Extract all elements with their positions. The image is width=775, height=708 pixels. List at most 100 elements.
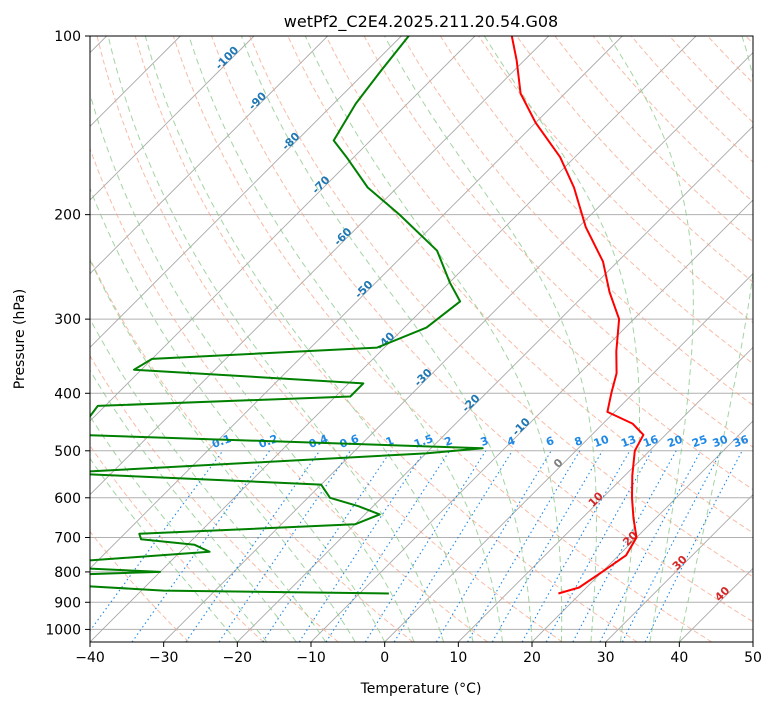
dry-adiabat-line [211,36,753,623]
moist-adiabat-line [678,36,753,642]
x-axis-ticks: −40 −30 −20 −10 0 10 20 30 40 50 [75,642,762,666]
mixing-ratio-line [364,450,487,642]
chart-title: wetPf2_C2E4.2025.211.20.54.G08 [284,12,558,32]
y-tick-label: 100 [54,29,81,45]
mixing-ratio-label: 0.6 [338,432,361,451]
isotherm-line [163,52,753,642]
mixing-ratio-line [218,450,351,642]
dry-adiabat-line [134,36,638,642]
moist-adiabat-line [240,36,533,642]
sounding-profiles [90,36,645,595]
dry-adiabat-line [90,147,488,642]
y-tick-label: 500 [54,444,81,460]
dry-adiabat-line [90,257,414,642]
plot-background [90,36,753,642]
dry-adiabat-line [516,36,753,283]
x-tick-label: 10 [449,650,467,666]
mixing-ratio-label: 25 [690,433,709,450]
moist-adiabats [90,36,753,642]
dewpoint-profile [90,36,484,595]
isotherm-line [90,36,549,496]
mixing-ratio-line [435,450,552,642]
temperature-profile [510,36,645,595]
mixing-ratio-label: 30 [711,433,730,451]
mixing-ratio-line [325,450,451,642]
x-tick-label: −40 [75,650,105,666]
mixing-ratio-label: 13 [619,433,638,450]
mixing-ratio-label: 16 [641,433,660,451]
isotherm-line [90,36,476,422]
x-tick-label: −20 [223,650,253,666]
isotherm-line [90,36,697,642]
mixing-ratio-label: 2 [443,434,455,449]
moist-adiabat-line [90,415,268,642]
moist-adiabat-line [304,36,563,642]
skewed-isotherms [90,36,753,642]
moist-adiabat-line [483,36,640,642]
dry-adiabat-line [172,36,712,642]
x-tick-label: 20 [523,650,541,666]
x-tick-label: 50 [744,650,762,666]
mixing-ratio-label: 36 [732,433,751,451]
mixing-ratio-label: 0.1 [210,432,233,451]
dry-adiabat-line [96,36,563,642]
mixing-ratio-line [599,450,702,642]
x-tick-label: −10 [296,650,326,666]
moist-adiabat-line [144,36,474,642]
plot-area: 0.1 0.2 0.4 0.6 1 1.5 2 3 4 6 8 10 13 16 20 25 30 36-100-… [90,36,753,642]
mixing-ratio-label: 10 [592,433,611,451]
mixing-ratio-line [467,450,581,642]
moist-adiabat-line [90,369,297,642]
mixing-ratio-label: 8 [573,434,585,449]
mixing-ratio-label: 3 [479,434,491,449]
x-tick-label: 0 [380,650,389,666]
isotherm-line [237,125,753,642]
moist-adiabat-line [188,36,503,642]
mixing-ratio-label: 1 [384,434,396,449]
dry-adiabat-line [90,530,190,642]
y-axis-ticks: 100 200 300 400 500 600 700 800 900 1000 [45,29,90,638]
mixing-ratio-line [572,450,677,642]
isotherm-line [90,36,402,348]
y-tick-label: 800 [54,565,81,581]
y-tick-label: 1000 [45,622,81,638]
x-axis-label: Temperature (°C) [360,681,482,697]
moist-adiabat-line [608,36,694,642]
dry-adiabat-line [401,36,753,406]
moist-adiabat-line [90,91,415,642]
mixing-ratio-line [298,450,426,642]
moist-adiabat-line [107,36,445,642]
mixing-ratio-line [262,450,392,642]
y-tick-label: 900 [54,595,81,611]
mixing-ratio-label: 0.4 [307,432,330,451]
moist-adiabat-line [90,457,238,642]
mixing-ratio-label: 20 [666,433,685,451]
y-tick-label: 400 [54,386,81,402]
x-tick-label: 40 [670,650,688,666]
moist-adiabat-line [90,318,327,642]
isotherm-line [90,36,328,275]
dry-adiabat-line [249,36,753,578]
isotherm-line [90,36,623,569]
plot-frame [89,35,754,643]
y-tick-label: 200 [54,208,81,224]
x-tick-label: 30 [597,650,615,666]
mixing-ratio-line [185,450,321,642]
dry-adiabat-line [90,444,264,642]
y-axis-label: Pressure (hPa) [12,289,28,389]
isotherm-line [531,420,753,642]
mixing-ratio-line [393,450,513,642]
dry-adiabat-line [439,36,753,365]
mixing-ratio-label: 6 [544,434,556,449]
moist-adiabat-line [90,258,356,642]
moist-adiabat-line [90,187,386,642]
pressure-gridlines [90,36,753,630]
isotherm-line [384,273,753,642]
dry-adiabat-line [325,36,753,491]
isotherm-line [605,494,753,642]
x-tick-label: −30 [149,650,179,666]
mixing-ratio-lines [90,450,743,642]
mixing-ratio-label: 4 [505,434,517,449]
dry-adiabats [90,36,753,642]
